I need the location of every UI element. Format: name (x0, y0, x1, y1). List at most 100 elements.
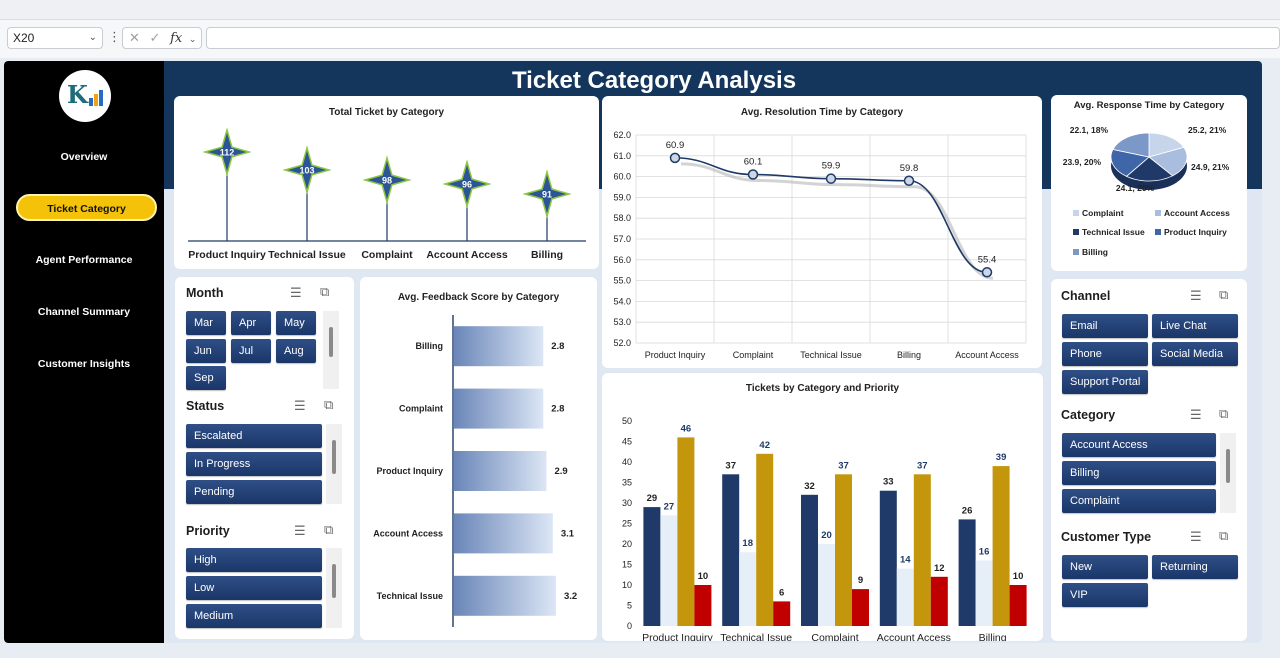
multi-select-icon[interactable]: ☰ (294, 398, 306, 413)
category-label: Product Inquiry (188, 249, 266, 261)
legend-label: Account Access (1164, 208, 1230, 218)
data-label: 10 (1013, 571, 1024, 582)
resolution-time-chart: 52.0 53.0 54.0 55.0 56.0 57.0 58.0 59.0 60.0 61.0… (613, 130, 1027, 360)
slicer-item-sep[interactable]: Sep (186, 366, 226, 390)
slicer-item-high[interactable]: High (186, 548, 322, 572)
slicer-item-vip[interactable]: VIP (1062, 583, 1148, 607)
slicer-item-live-chat[interactable]: Live Chat (1152, 314, 1238, 338)
clear-filter-icon[interactable]: ⧉ (1219, 406, 1229, 421)
logo: K (59, 70, 111, 122)
category-label: Account Access (877, 632, 951, 641)
bar-high (958, 519, 976, 626)
slicer-item-account-access[interactable]: Account Access (1062, 433, 1216, 457)
insert-function-icon[interactable]: fx (170, 31, 183, 46)
scroll-thumb[interactable] (332, 440, 336, 474)
multi-select-icon[interactable]: ☰ (294, 523, 306, 538)
slicer-item-returning[interactable]: Returning (1152, 555, 1238, 579)
priority-chart-card[interactable]: Tickets by Category and Priority 0 5 10 15 2… (602, 373, 1043, 641)
slicer-item-aug[interactable]: Aug (276, 339, 316, 363)
slicer-item-in-progress[interactable]: In Progress (186, 452, 322, 476)
scrollbar[interactable] (323, 311, 339, 389)
nav-overview[interactable]: Overview (60, 151, 108, 163)
y-tick-label: 50 (622, 416, 632, 426)
slicer-item-jun[interactable]: Jun (186, 339, 226, 363)
clear-filter-icon[interactable]: ⧉ (1219, 528, 1229, 543)
slicer-item-pending[interactable]: Pending (186, 480, 322, 504)
check-icon[interactable]: ✓ (149, 30, 161, 45)
more-options-icon[interactable]: ⋮ (108, 29, 121, 44)
multi-select-icon[interactable]: ☰ (290, 285, 302, 300)
data-label: 29 (647, 493, 658, 504)
data-label: 39 (996, 452, 1007, 463)
priority-slicer-title: Priority (186, 524, 230, 538)
scrollbar[interactable] (1220, 433, 1236, 513)
bar-medium (992, 466, 1010, 626)
clear-filter-icon[interactable]: ⧉ (324, 397, 334, 412)
scroll-thumb[interactable] (332, 564, 336, 598)
chevron-down-icon[interactable]: ⌄ (88, 32, 97, 43)
slicer-item-apr[interactable]: Apr (231, 311, 271, 335)
legend-label: Product Inquiry (1164, 227, 1227, 237)
slicer-item-may[interactable]: May (276, 311, 316, 335)
slicer-item-billing[interactable]: Billing (1062, 461, 1216, 485)
clear-filter-icon[interactable]: ⧉ (1219, 287, 1229, 302)
slicer-item-support-portal[interactable]: Support Portal (1062, 370, 1148, 394)
nav-agent-performance[interactable]: Agent Performance (35, 254, 133, 266)
total-ticket-card[interactable]: Total Ticket by Category 112 Product Inqu… (174, 96, 599, 269)
pie-slice-product-inquiry (1110, 148, 1150, 177)
bar (454, 388, 544, 429)
scroll-thumb[interactable] (1226, 449, 1230, 483)
bar-high (879, 490, 897, 626)
slicer-item-phone[interactable]: Phone (1062, 342, 1148, 366)
slicer-item-complaint[interactable]: Complaint (1062, 489, 1216, 513)
bar-urgent (773, 601, 791, 626)
scrollbar[interactable] (326, 424, 342, 504)
dashboard: Ticket Category Analysis K Overview Tick… (4, 61, 1262, 643)
multi-select-icon[interactable]: ☰ (1190, 407, 1202, 422)
slicer-item-social-media[interactable]: Social Media (1152, 342, 1238, 366)
scroll-thumb[interactable] (329, 327, 333, 357)
legend-swatch (1155, 210, 1161, 216)
sidebar: K Overview Ticket Category Agent Perform… (4, 61, 164, 643)
bar-low (818, 544, 835, 626)
y-tick-label: 62.0 (613, 130, 631, 140)
data-label: 59.9 (822, 161, 841, 172)
slicer-item-low[interactable]: Low (186, 576, 322, 600)
channel-slicer-title: Channel (1061, 289, 1111, 303)
response-time-card[interactable]: Avg. Response Time by Category 22.1, 18%… (1051, 95, 1247, 271)
bar (454, 513, 553, 554)
y-tick-label: 54.0 (613, 296, 631, 306)
multi-select-icon[interactable]: ☰ (1190, 529, 1202, 544)
category-label: Complaint (733, 350, 774, 360)
feedback-score-card[interactable]: Avg. Feedback Score by Category Billing 2… (360, 277, 597, 640)
resolution-time-card[interactable]: Avg. Resolution Time by Category 52.0 53.… (602, 96, 1042, 368)
nav-ticket-category[interactable]: Ticket Category (16, 194, 157, 221)
y-tick-label: 55.0 (613, 276, 631, 286)
cancel-icon[interactable]: ✕ (129, 30, 140, 45)
slicer-item-escalated[interactable]: Escalated (186, 424, 322, 448)
data-label: 2.8 (551, 404, 564, 415)
series-shadow (680, 162, 994, 280)
slicer-item-mar[interactable]: Mar (186, 311, 226, 335)
category-label: Account Access (373, 528, 443, 538)
formula-input[interactable] (206, 27, 1280, 49)
legend-swatch (1073, 249, 1079, 255)
data-label: 25.2, 21% (1188, 125, 1227, 135)
name-box[interactable]: X20 ⌄ (7, 27, 103, 49)
category-label: Product Inquiry (376, 466, 443, 476)
scrollbar[interactable] (326, 548, 342, 628)
slicer-item-email[interactable]: Email (1062, 314, 1148, 338)
multi-select-icon[interactable]: ☰ (1190, 288, 1202, 303)
data-label: 60.9 (666, 140, 685, 151)
slicer-item-medium[interactable]: Medium (186, 604, 322, 628)
clear-filter-icon[interactable]: ⧉ (324, 522, 334, 537)
star-marker (202, 127, 252, 177)
clear-filter-icon[interactable]: ⧉ (320, 284, 330, 299)
nav-channel-summary[interactable]: Channel Summary (37, 306, 131, 318)
bar-low (739, 552, 757, 626)
slicer-item-jul[interactable]: Jul (231, 339, 271, 363)
slicer-item-new[interactable]: New (1062, 555, 1148, 579)
y-tick-label: 40 (622, 457, 632, 467)
chevron-down-icon[interactable]: ⌄ (188, 34, 197, 44)
nav-customer-insights[interactable]: Customer Insights (37, 358, 131, 370)
